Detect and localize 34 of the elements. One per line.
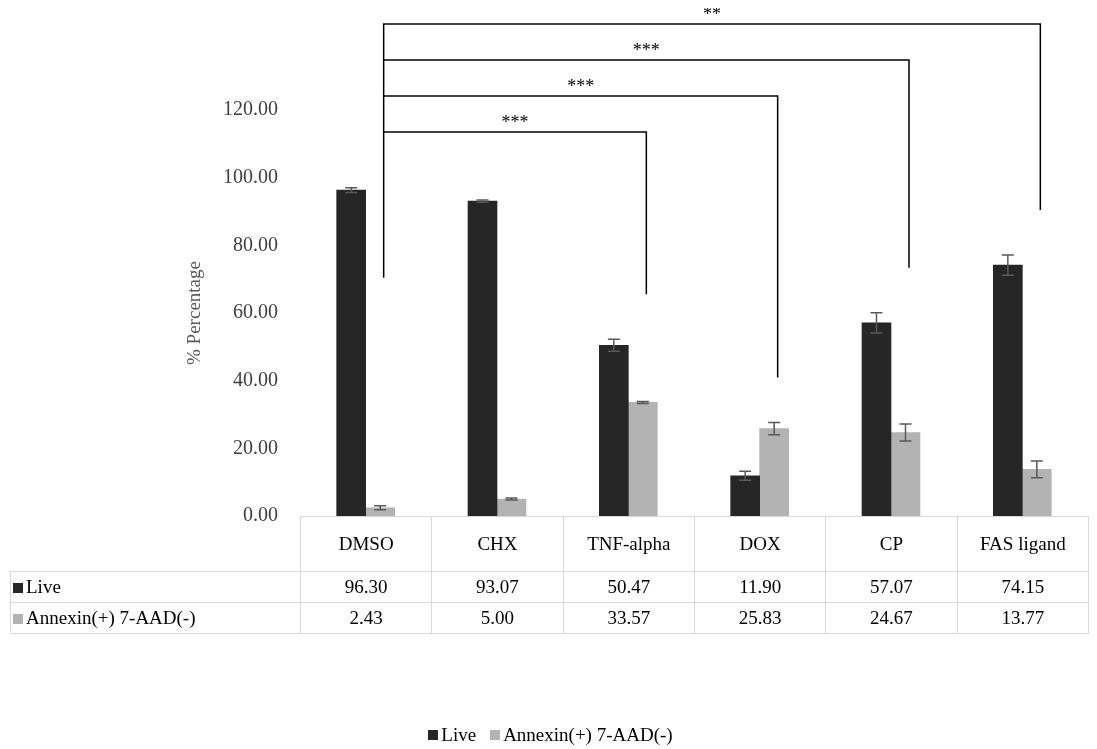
text: Live xyxy=(26,576,61,597)
data-label: 96.30 xyxy=(300,571,432,603)
x-tick-label: DOX xyxy=(694,516,826,572)
text: Annexin(+) 7-AAD(-) xyxy=(503,724,673,745)
y-tick-label: 100.00 xyxy=(223,164,278,187)
x-tick-label: TNF-alpha xyxy=(563,516,695,572)
x-tick-label: CHX xyxy=(431,516,564,572)
text: ** xyxy=(703,4,721,24)
y-axis-title: % Percentage xyxy=(183,261,205,365)
data-label: 74.15 xyxy=(957,571,1089,603)
data-label: 93.07 xyxy=(431,571,564,603)
text: *** xyxy=(567,76,595,96)
legend-label: Annexin(+) 7-AAD(-) xyxy=(26,607,196,628)
data-label: 24.67 xyxy=(825,602,958,634)
y-tick-label: 20.00 xyxy=(233,435,278,458)
data-label: 13.77 xyxy=(957,602,1089,634)
data-label: 2.43 xyxy=(300,602,432,634)
data-label: 11.90 xyxy=(694,571,826,603)
x-tick-label: FAS ligand xyxy=(957,516,1089,572)
data-label: 25.83 xyxy=(694,602,826,634)
annotation: *** xyxy=(501,112,529,132)
data-label: 50.47 xyxy=(563,571,695,603)
x-tick-label: CP xyxy=(825,516,958,572)
text: *** xyxy=(632,40,660,60)
legend-label: Live xyxy=(441,724,477,746)
y-tick-label: 40.00 xyxy=(233,367,278,390)
data-label: 33.57 xyxy=(563,602,695,634)
data-label: 57.07 xyxy=(825,571,958,603)
x-tick-label: DMSO xyxy=(300,516,432,572)
y-tick-label: 80.00 xyxy=(233,232,278,255)
y-tick-label: 120.00 xyxy=(223,97,278,120)
data-label: 5.00 xyxy=(431,602,564,634)
y-tick-label: 0.00 xyxy=(243,503,278,526)
y-tick-label: 60.00 xyxy=(233,300,278,323)
